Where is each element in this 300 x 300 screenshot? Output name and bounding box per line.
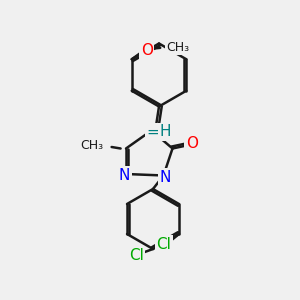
Text: O: O xyxy=(186,136,198,152)
Text: CH₃: CH₃ xyxy=(166,41,189,54)
Text: Cl: Cl xyxy=(129,248,144,262)
Text: =: = xyxy=(147,124,159,140)
Text: H: H xyxy=(159,124,171,140)
Text: O: O xyxy=(141,43,153,58)
Text: N: N xyxy=(159,169,171,184)
Text: Cl: Cl xyxy=(157,237,171,252)
Text: N: N xyxy=(119,168,130,183)
Text: CH₃: CH₃ xyxy=(80,139,104,152)
